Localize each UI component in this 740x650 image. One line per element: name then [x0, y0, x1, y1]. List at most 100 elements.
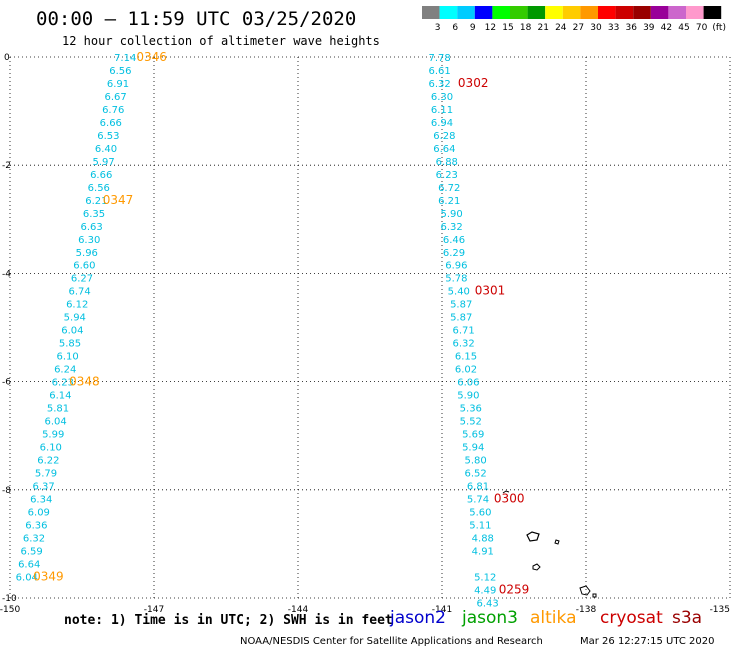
- y-tick-label: -4: [2, 269, 11, 279]
- swh-value: 6.91: [107, 79, 129, 90]
- colorbar-label: 21: [537, 23, 548, 33]
- swh-value: 5.74: [467, 494, 489, 505]
- swh-value: 5.97: [92, 157, 114, 168]
- legend-s3a: s3a: [672, 608, 703, 628]
- swh-value: 5.36: [460, 404, 482, 415]
- swh-value: 6.63: [80, 222, 102, 233]
- land-outline: [502, 490, 597, 598]
- generated-timestamp: Mar 26 12:27:15 UTC 2020: [580, 636, 715, 647]
- swh-value: 6.21: [85, 196, 107, 207]
- swh-value: 6.94: [431, 118, 453, 129]
- colorbar-label: (ft): [712, 23, 726, 33]
- time-label: 0346: [136, 50, 167, 64]
- swh-value: 5.69: [462, 430, 484, 441]
- swh-value: 5.60: [469, 507, 491, 518]
- swh-value: 4.88: [472, 533, 494, 544]
- time-label: 0349: [33, 569, 64, 583]
- x-tick-label: -144: [288, 605, 309, 615]
- swh-value: 6.35: [83, 209, 105, 220]
- colorbar-label: 6: [452, 23, 458, 33]
- colorbar-label: 3: [435, 23, 441, 33]
- y-tick-label: -6: [2, 378, 11, 388]
- data-points: 7.14 6.56 6.91 6.67 6.76 6.66 6.53 6.40 5.97 6.66…: [16, 50, 530, 609]
- colorbar-swatch: [492, 6, 510, 19]
- axis-ticks: -150 -147 -144 -141 -138 -135 0 -2 -4 -6 -8 -10: [0, 53, 730, 615]
- swh-value: 6.04: [44, 417, 66, 428]
- chart-grid: [9, 56, 731, 599]
- swh-value: 6.36: [25, 520, 47, 531]
- colorbar-label: 33: [608, 23, 619, 33]
- colorbar-label: 18: [520, 23, 532, 33]
- swh-value: 6.32: [428, 79, 450, 90]
- swh-value: 6.67: [104, 92, 126, 103]
- legend-jason2: jason2: [390, 608, 446, 628]
- swh-value: 6.29: [443, 248, 465, 259]
- swh-value: 6.10: [56, 352, 78, 363]
- swh-value: 6.32: [452, 339, 474, 350]
- swh-value: 6.81: [467, 481, 489, 492]
- swh-value: 6.22: [37, 456, 59, 467]
- swh-value: 6.37: [32, 481, 54, 492]
- time-label: 0302: [458, 76, 489, 90]
- colorbar-label: 36: [625, 23, 637, 33]
- colorbar-swatch: [580, 6, 598, 19]
- colorbar-label: 12: [485, 23, 496, 33]
- y-tick-label: -8: [2, 486, 11, 496]
- swh-value: 5.52: [460, 417, 482, 428]
- swh-value: 6.96: [445, 261, 467, 272]
- swh-value: 6.24: [54, 365, 76, 376]
- y-tick-label: -10: [2, 594, 17, 604]
- swh-value: 5.96: [76, 248, 98, 259]
- swh-value: 6.52: [464, 468, 486, 479]
- x-tick-label: -147: [144, 605, 164, 615]
- colorbar-label: 39: [643, 23, 655, 33]
- swh-value: 7.78: [428, 53, 450, 64]
- swh-value: 6.34: [30, 494, 52, 505]
- swh-value: 6.76: [102, 105, 124, 116]
- swh-value: 5.11: [469, 520, 491, 531]
- swh-value: 5.78: [445, 274, 467, 285]
- swh-value: 6.56: [109, 66, 131, 77]
- colorbar-swatch: [633, 6, 651, 19]
- colorbar-swatch: [615, 6, 634, 19]
- credit-text: NOAA/NESDIS Center for Satellite Applica…: [240, 636, 543, 647]
- swh-value: 6.71: [452, 326, 474, 337]
- colorbar-swatch: [668, 6, 686, 19]
- swh-value: 5.99: [42, 430, 64, 441]
- page-subtitle: 12 hour collection of altimeter wave hei…: [62, 34, 380, 48]
- colorbar-label: 45: [678, 23, 689, 33]
- swh-value: 6.21: [438, 196, 460, 207]
- colorbar-swatch: [650, 6, 669, 19]
- swh-value: 5.87: [450, 300, 472, 311]
- colorbar-swatch: [474, 6, 493, 19]
- colorbar-label: 24: [555, 23, 567, 33]
- swh-value: 4.49: [474, 585, 496, 596]
- swh-value: 7.14: [114, 53, 136, 64]
- x-tick-label: -150: [0, 605, 20, 615]
- swh-value: 6.59: [20, 546, 42, 557]
- time-label: 0301: [475, 284, 506, 298]
- colorbar-swatch: [545, 6, 563, 19]
- swh-value: 6.02: [455, 365, 477, 376]
- swh-value: 6.88: [436, 157, 458, 168]
- swh-value: 5.12: [474, 572, 496, 583]
- swh-value: 6.64: [18, 559, 40, 570]
- colorbar-swatch: [422, 6, 440, 19]
- swh-value: 5.94: [64, 313, 86, 324]
- swh-value: 6.15: [455, 352, 477, 363]
- y-tick-label: -2: [2, 161, 11, 171]
- x-tick-label: -141: [432, 605, 452, 615]
- colorbar-swatch: [457, 6, 475, 19]
- colorbar-swatch: [562, 6, 581, 19]
- colorbar-label: 9: [470, 23, 476, 33]
- legend-altika: altika: [530, 608, 577, 628]
- swh-value: 6.64: [433, 144, 455, 155]
- swh-value: 6.06: [457, 378, 479, 389]
- swh-value: 6.40: [95, 144, 117, 155]
- swh-value: 5.90: [440, 209, 462, 220]
- page-title: 00:00 – 11:59 UTC 03/25/2020: [36, 8, 357, 30]
- swh-value: 5.85: [59, 339, 81, 350]
- swh-value: 6.72: [438, 183, 460, 194]
- time-label: 0347: [103, 193, 134, 207]
- time-label: 0300: [494, 491, 525, 505]
